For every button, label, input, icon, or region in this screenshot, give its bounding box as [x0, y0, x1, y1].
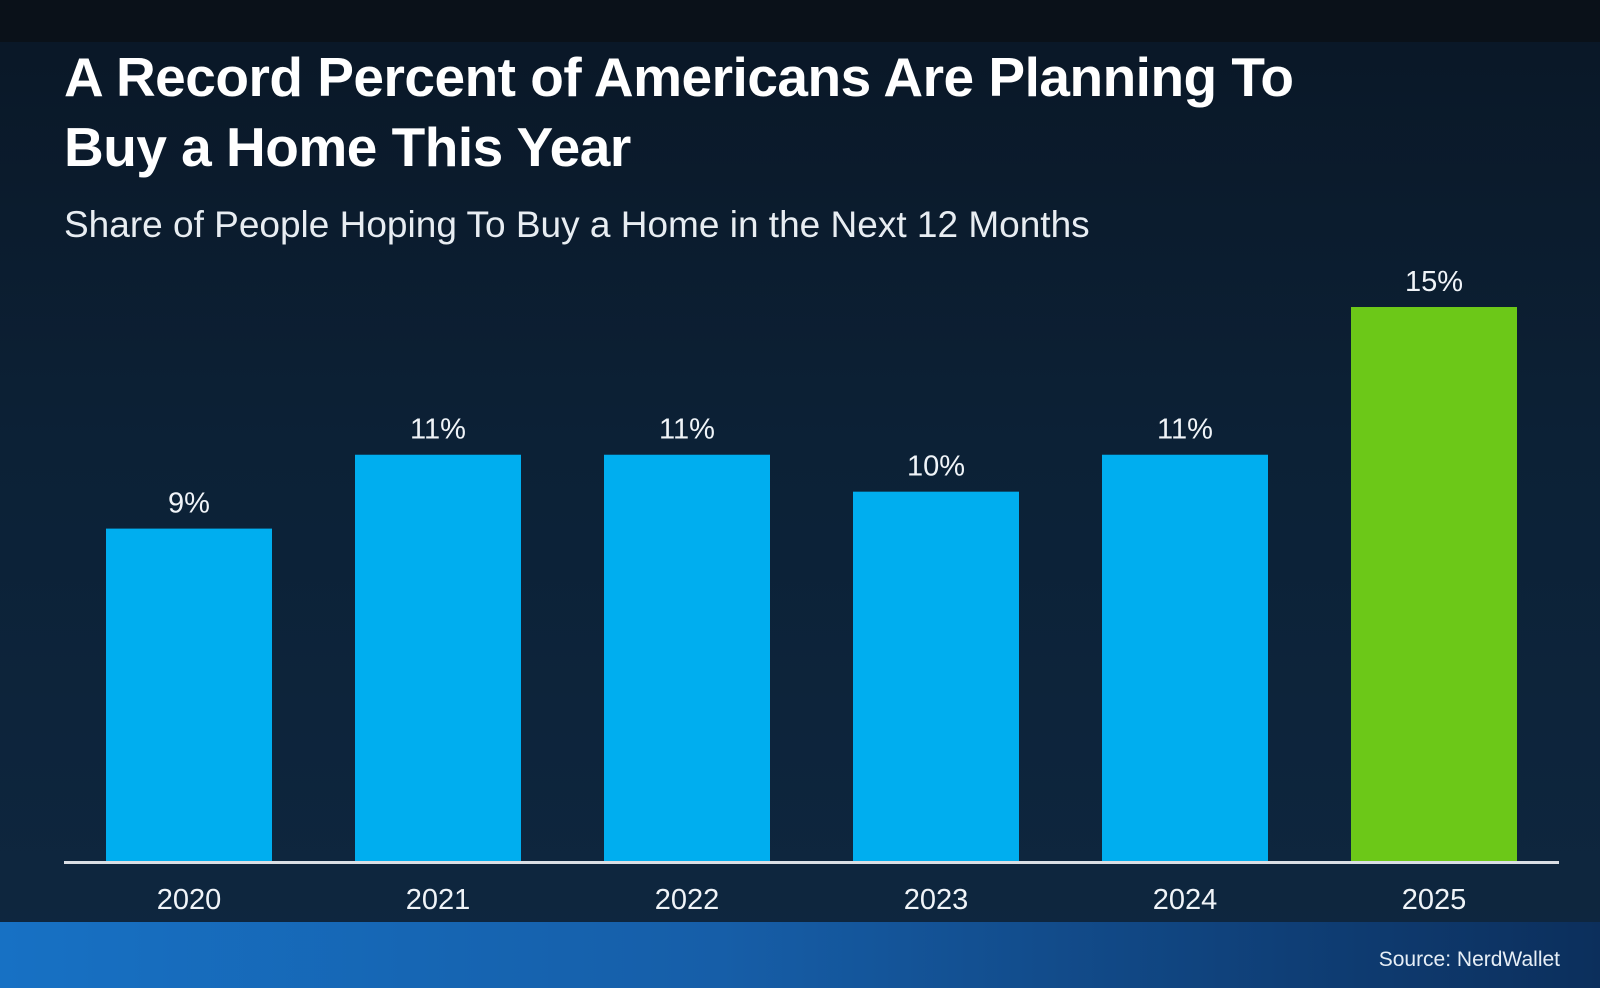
bar-2024	[1102, 454, 1268, 861]
bar-2023	[853, 491, 1019, 861]
bar-2022	[604, 454, 770, 861]
x-tick-label-2021: 2021	[406, 884, 471, 916]
x-tick-label-2022: 2022	[655, 884, 720, 916]
data-label-2022: 11%	[659, 414, 715, 446]
bar-2021	[355, 454, 521, 861]
top-strip	[0, 0, 1600, 42]
x-tick-label-2024: 2024	[1153, 884, 1218, 916]
chart-subtitle: Share of People Hoping To Buy a Home in …	[64, 204, 1090, 245]
page-title: A Record Percent of Americans Are Planni…	[64, 46, 1294, 178]
data-label-2020: 9%	[168, 488, 210, 520]
bar-2025	[1351, 307, 1517, 861]
x-tick-label-2020: 2020	[157, 884, 222, 916]
footer-band	[0, 922, 1600, 988]
data-label-2025: 15%	[1405, 266, 1463, 298]
data-label-2021: 11%	[410, 414, 466, 446]
data-label-2023: 10%	[907, 451, 965, 483]
bar-2020	[106, 528, 272, 861]
x-tick-label-2023: 2023	[904, 884, 969, 916]
bar-chart: 9% 2020 11% 2021 11% 2022 10% 2023 11% 2024 15% 202…	[64, 266, 1559, 916]
data-label-2024: 11%	[1157, 414, 1213, 446]
x-tick-label-2025: 2025	[1402, 884, 1467, 916]
source-credit: Source: NerdWallet	[1378, 948, 1560, 971]
